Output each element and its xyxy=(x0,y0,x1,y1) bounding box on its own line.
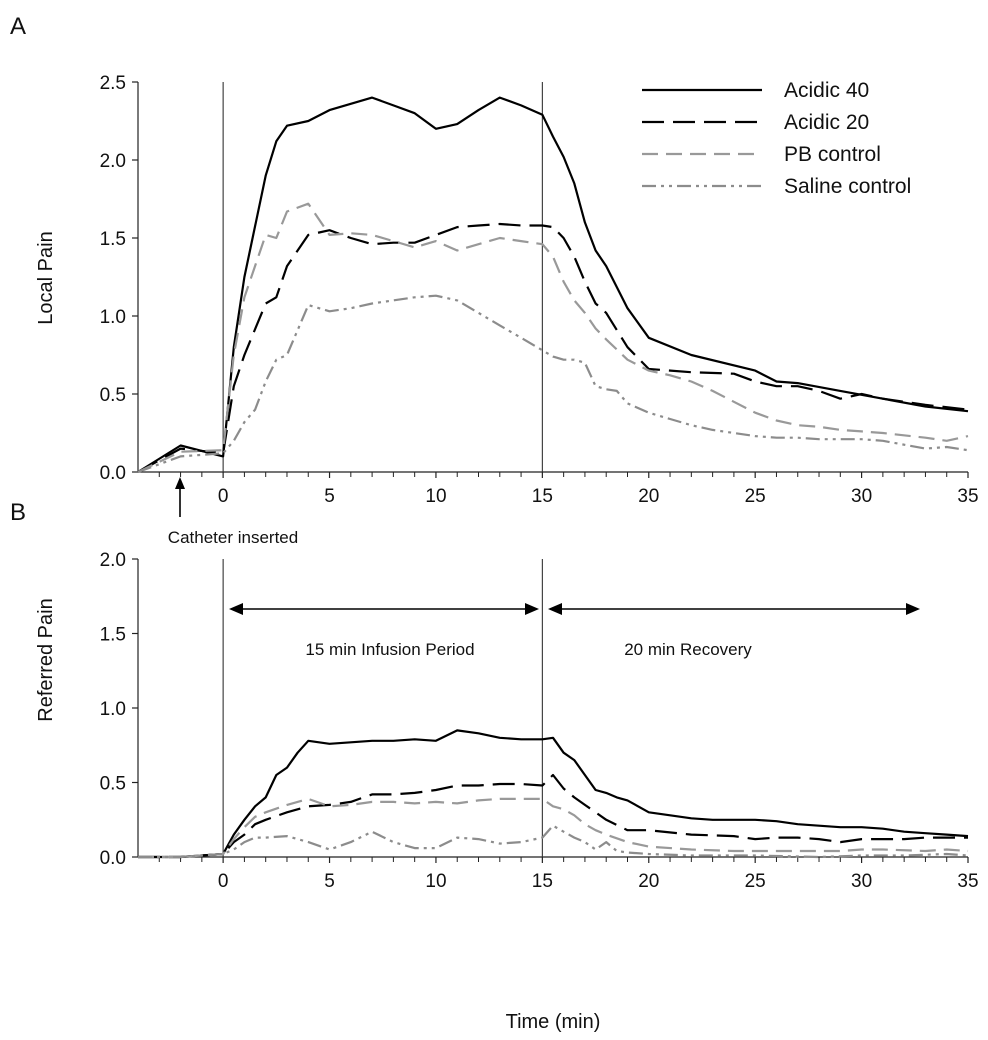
catheter-arrow-head xyxy=(175,477,185,489)
x-tick-label: 20 xyxy=(638,871,659,892)
infusion-arrow xyxy=(229,603,539,615)
y-tick-label: 2.0 xyxy=(100,550,126,571)
x-tick-label: 15 xyxy=(532,871,553,892)
x-tick-label: 5 xyxy=(324,871,335,892)
recovery-arrow-head-left xyxy=(548,603,562,615)
x-tick-label: 30 xyxy=(851,871,872,892)
plot-a: 0.0 0.5 1.0 1.5 2.0 2.5 0 5 10 15 20 25 30 35 xyxy=(100,73,979,507)
y-tick-label: 0.0 xyxy=(100,848,126,869)
recovery-label: 20 min Recovery xyxy=(624,640,752,659)
legend-label: Acidic 40 xyxy=(784,79,869,102)
y-tick-label: 0.0 xyxy=(100,463,126,484)
panel-b-label: B xyxy=(10,499,26,526)
legend-label: PB control xyxy=(784,143,881,166)
recovery-arrow-head-right xyxy=(906,603,920,615)
ylabel-b: Referred Pain xyxy=(35,598,57,721)
xlabel: Time (min) xyxy=(506,1011,601,1033)
x-tick-label: 25 xyxy=(745,871,766,892)
y-tick-label: 2.0 xyxy=(100,151,126,172)
panel-a-label: A xyxy=(10,13,26,40)
series-acidic-20-b xyxy=(138,773,968,859)
x-tick-label: 10 xyxy=(425,871,446,892)
panel-a: A Local Pain Acidic 40 Acidic 20 PB contro… xyxy=(10,13,911,325)
plot-b: 0.0 0.5 1.0 1.5 2.0 0 5 10 15 20 25 30 35 xyxy=(100,550,979,892)
x-tick-label: 20 xyxy=(638,486,659,507)
infusion-arrow-head-right xyxy=(525,603,539,615)
legend-label: Saline control xyxy=(784,175,911,198)
legend: Acidic 40 Acidic 20 PB control Saline contr… xyxy=(642,79,911,198)
x-tick-label: 25 xyxy=(745,486,766,507)
y-tick-label: 1.0 xyxy=(100,699,126,720)
infusion-label: 15 min Infusion Period xyxy=(305,640,474,659)
x-tick-label: 5 xyxy=(324,486,335,507)
y-tick-label: 2.5 xyxy=(100,73,126,94)
panel-b: B Referred Pain Time (min) xyxy=(10,499,600,1033)
recovery-arrow xyxy=(548,603,920,615)
y-tick-label: 1.5 xyxy=(100,229,126,250)
y-tick-label: 0.5 xyxy=(100,385,126,406)
x-tick-label: 35 xyxy=(957,486,978,507)
series-acidic-40-b xyxy=(138,729,969,859)
infusion-arrow-head-left xyxy=(229,603,243,615)
series-pb-control-b xyxy=(138,797,969,859)
series-saline-control-a xyxy=(137,294,969,474)
catheter-arrow xyxy=(175,477,185,517)
annotations: Catheter inserted 15 min Infusion Period… xyxy=(168,528,752,659)
legend-label: Acidic 20 xyxy=(784,111,869,134)
ylabel-a: Local Pain xyxy=(35,231,57,324)
series-pb-control-a xyxy=(137,202,969,473)
x-tick-label: 30 xyxy=(851,486,872,507)
y-tick-label: 1.0 xyxy=(100,307,126,328)
x-tick-label: 0 xyxy=(218,871,229,892)
series-acidic-40-a xyxy=(137,96,969,473)
series-saline-control-b xyxy=(138,824,969,859)
catheter-label: Catheter inserted xyxy=(168,528,298,547)
x-tick-label: 35 xyxy=(957,871,978,892)
x-tick-label: 10 xyxy=(425,486,446,507)
y-tick-label: 0.5 xyxy=(100,774,126,795)
series-acidic-20-a xyxy=(137,222,969,473)
x-tick-label: 0 xyxy=(218,486,229,507)
y-tick-label: 1.5 xyxy=(100,625,126,646)
x-tick-label: 15 xyxy=(532,486,553,507)
